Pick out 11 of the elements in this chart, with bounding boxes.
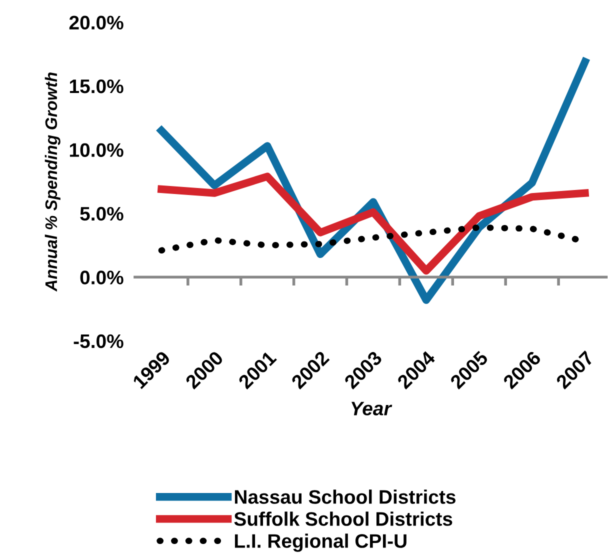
y-tick-label: 0.0% [80,270,124,284]
legend-label: Nassau School Districts [234,490,456,504]
y-tick-label: 20.0% [69,16,124,30]
y-tick-label: 5.0% [80,206,124,221]
y-tick-label: -5.0% [74,334,124,348]
y-tick-label: 10.0% [70,143,124,157]
x-axis-title: Year [351,402,392,416]
legend-label: Suffolk School Districts [234,512,452,526]
y-axis-title: Annual % Spending Growth [44,72,60,292]
y-tick-label: 15.0% [70,79,124,94]
legend-label: L.I. Regional CPI-U [234,534,406,552]
